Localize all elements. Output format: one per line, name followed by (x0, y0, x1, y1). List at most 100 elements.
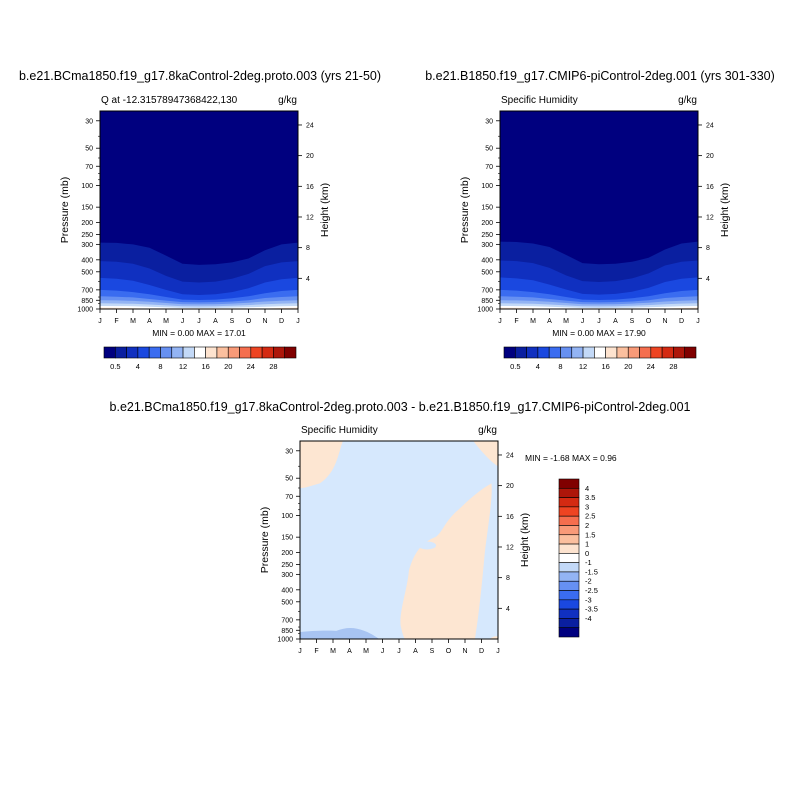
colorbar-box (558, 515, 580, 526)
colorbar-box (171, 346, 184, 359)
negative-anomaly-region (418, 541, 437, 550)
x-tick-label: S (230, 318, 235, 325)
y-tick-label: 400 (81, 257, 93, 264)
x-tick-label: J (597, 318, 601, 325)
colorbar-tick-label: -1.5 (585, 567, 598, 576)
y-tick-label: 70 (485, 164, 493, 171)
y-tick-label: 1000 (477, 307, 493, 314)
contour-band (500, 306, 698, 309)
y-tick-label: 400 (481, 257, 493, 264)
y-right-tick-label: 12 (506, 544, 514, 551)
x-tick-label: J (397, 648, 401, 655)
colorbar-box (594, 346, 606, 359)
colorbar-box (582, 346, 595, 359)
positive-anomaly-region (489, 636, 498, 639)
units-label: g/kg (278, 95, 297, 106)
colorbar-box (239, 346, 252, 359)
contour-band (100, 306, 298, 309)
colorbar-tick-label: 24 (247, 362, 255, 371)
colorbar-box (126, 346, 139, 359)
y-right-tick-label: 24 (706, 122, 714, 129)
x-tick-label: O (446, 648, 452, 655)
y-tick-label: 200 (281, 550, 293, 557)
colorbar-box (558, 478, 580, 489)
y-tick-label: 70 (85, 164, 93, 171)
colorbar-box (560, 346, 573, 359)
colorbar-tick-label: 28 (269, 362, 277, 371)
colorbar-box (684, 346, 697, 359)
y-tick-label: 100 (81, 183, 93, 190)
x-tick-label: J (296, 318, 300, 325)
colorbar-tick-label: 0 (585, 549, 589, 558)
colorbar-box (627, 346, 640, 359)
x-tick-label: F (314, 648, 318, 655)
colorbar-tick-label: -2.5 (585, 586, 598, 595)
x-tick-label: D (479, 648, 484, 655)
colorbar-box (503, 346, 516, 359)
colorbar-tick-label: 1 (585, 540, 589, 549)
y-right-tick-label: 16 (506, 514, 514, 521)
y-tick-label: 150 (81, 205, 93, 212)
y-tick-label: 850 (281, 628, 293, 635)
y-tick-label: 100 (481, 183, 493, 190)
x-tick-label: J (696, 318, 700, 325)
colorbar-box (558, 608, 580, 619)
x-tick-label: N (462, 648, 467, 655)
colorbar-box (558, 553, 580, 563)
colorbar-box (673, 346, 686, 359)
panel-title: b.e21.BCma1850.f19_g17.8kaControl-2deg.p… (110, 400, 691, 414)
y-right-tick-label: 24 (306, 122, 314, 129)
y-right-tick-label: 20 (306, 153, 314, 160)
y-right-tick-label: 4 (706, 276, 710, 283)
y-right-axis-label: Height (km) (319, 183, 331, 237)
colorbar-box (261, 346, 274, 359)
colorbar-box (558, 580, 580, 591)
colorbar-box (616, 346, 629, 359)
x-tick-label: S (430, 648, 435, 655)
y-right-tick-label: 8 (506, 575, 510, 582)
colorbar-box (558, 590, 580, 601)
x-tick-label: S (630, 318, 635, 325)
x-tick-label: M (363, 648, 369, 655)
colorbar-tick-label: 3.5 (585, 493, 595, 502)
x-tick-label: A (413, 648, 418, 655)
negative-anomaly-region (300, 627, 380, 639)
y-tick-label: 250 (81, 232, 93, 239)
y-tick-label: 50 (285, 476, 293, 483)
colorbar-tick-label: 0.5 (510, 362, 520, 371)
x-tick-label: J (197, 318, 201, 325)
y-tick-label: 50 (85, 146, 93, 153)
x-tick-label: O (246, 318, 252, 325)
x-tick-label: N (662, 318, 667, 325)
colorbar-box (605, 346, 618, 359)
x-tick-label: M (163, 318, 169, 325)
y-right-tick-label: 16 (306, 184, 314, 191)
y-tick-label: 700 (81, 287, 93, 294)
x-tick-label: J (381, 648, 385, 655)
y-tick-label: 700 (481, 287, 493, 294)
colorbar-box (148, 346, 161, 359)
colorbar-box (182, 346, 195, 359)
colorbar-tick-label: 8 (158, 362, 162, 371)
colorbar-tick-label: -3.5 (585, 605, 598, 614)
y-tick-label: 100 (281, 513, 293, 520)
y-tick-label: 150 (481, 205, 493, 212)
colorbar-box (558, 562, 580, 573)
y-tick-label: 700 (281, 617, 293, 624)
colorbar-tick-label: -4 (585, 614, 592, 623)
colorbar-tick-label: 0.5 (110, 362, 120, 371)
y-tick-label: 150 (281, 535, 293, 542)
y-right-tick-label: 20 (506, 483, 514, 490)
x-tick-label: M (530, 318, 536, 325)
colorbar-box (194, 346, 206, 359)
units-label: g/kg (478, 425, 497, 436)
colorbar-box (250, 346, 263, 359)
colorbar-tick-label: -2 (585, 577, 592, 586)
y-tick-label: 200 (481, 220, 493, 227)
x-tick-label: D (679, 318, 684, 325)
y-right-axis-label: Height (km) (719, 183, 731, 237)
colorbar-box (558, 599, 580, 610)
colorbar-box (526, 346, 539, 359)
colorbar-box (558, 525, 580, 536)
